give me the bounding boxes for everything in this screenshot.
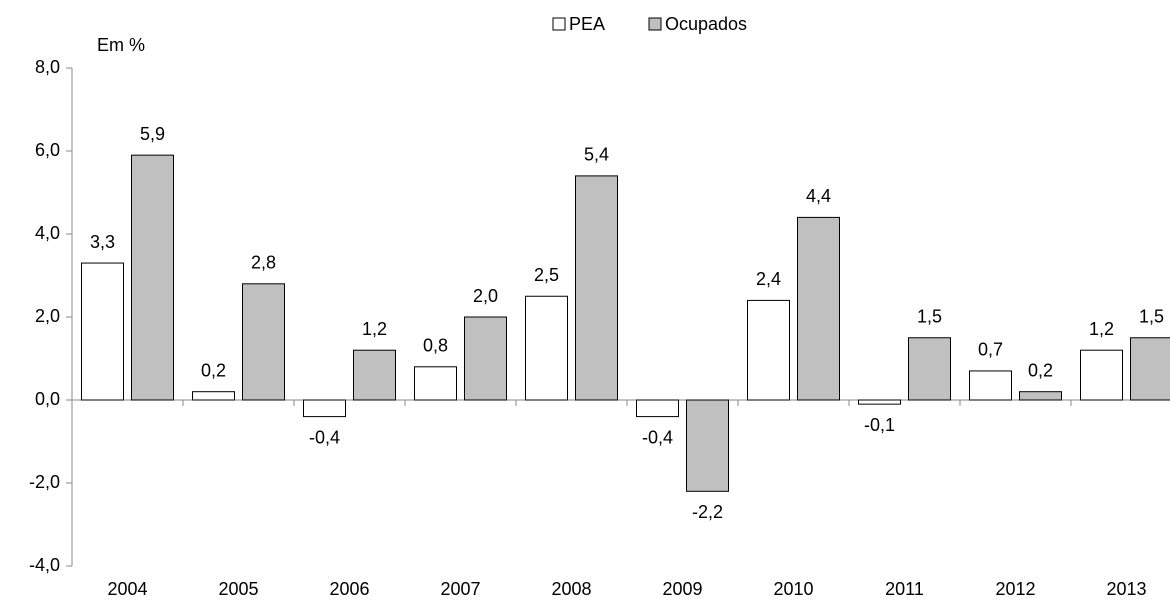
legend-swatch [648, 17, 662, 31]
x-tick-label: 2005 [218, 579, 258, 599]
y-tick-label: 6,0 [35, 140, 60, 160]
data-label: 1,2 [1089, 319, 1114, 339]
legend-label: PEA [569, 14, 605, 34]
y-tick-label: 2,0 [35, 306, 60, 326]
bar [908, 337, 951, 401]
data-label: 2,0 [473, 286, 498, 306]
bar [303, 399, 346, 418]
data-label: 5,4 [584, 145, 609, 165]
bar [192, 391, 235, 401]
data-label: 0,7 [978, 340, 1003, 360]
y-tick-label: 4,0 [35, 223, 60, 243]
data-label: -0,4 [309, 427, 340, 447]
bar [636, 399, 679, 418]
x-tick-label: 2004 [107, 579, 147, 599]
bar [81, 262, 124, 401]
data-label: 4,4 [806, 186, 831, 206]
data-label: 1,5 [1139, 307, 1164, 327]
x-tick-label: 2007 [440, 579, 480, 599]
data-label: -2,2 [692, 502, 723, 522]
legend-swatch [552, 17, 566, 31]
x-tick-label: 2006 [329, 579, 369, 599]
data-label: 1,5 [917, 307, 942, 327]
x-tick-label: 2008 [551, 579, 591, 599]
x-tick-label: 2012 [995, 579, 1035, 599]
bar [525, 295, 568, 401]
y-tick-label: -4,0 [29, 555, 60, 575]
y-tick-label: 8,0 [35, 57, 60, 77]
y-tick-label: 0,0 [35, 389, 60, 409]
data-label: -0,4 [642, 427, 673, 447]
bar [1019, 391, 1062, 401]
bar [414, 366, 457, 401]
bar [1130, 337, 1170, 401]
y-tick-label: -2,0 [29, 472, 60, 492]
data-label: 1,2 [362, 319, 387, 339]
data-label: 0,8 [423, 336, 448, 356]
bar [575, 175, 618, 401]
data-label: 3,3 [90, 232, 115, 252]
data-label: 0,2 [1028, 360, 1053, 380]
data-label: 5,9 [140, 124, 165, 144]
x-tick-label: 2009 [662, 579, 702, 599]
data-label: 2,8 [251, 253, 276, 273]
bar [353, 349, 396, 401]
bar [858, 399, 901, 405]
bar [686, 399, 729, 492]
x-tick-label: 2013 [1106, 579, 1146, 599]
bar [131, 154, 174, 401]
bar [242, 283, 285, 401]
bar [464, 316, 507, 401]
data-label: -0,1 [864, 415, 895, 435]
x-tick-label: 2010 [773, 579, 813, 599]
data-label: 0,2 [201, 360, 226, 380]
bar [969, 370, 1012, 401]
legend-label: Ocupados [665, 14, 747, 34]
x-tick-label: 2011 [885, 579, 924, 599]
y-axis-label: Em % [97, 35, 145, 55]
bar [1080, 349, 1123, 401]
bar [747, 299, 790, 401]
data-label: 2,5 [534, 265, 559, 285]
data-label: 2,4 [756, 269, 781, 289]
bar [797, 216, 840, 401]
